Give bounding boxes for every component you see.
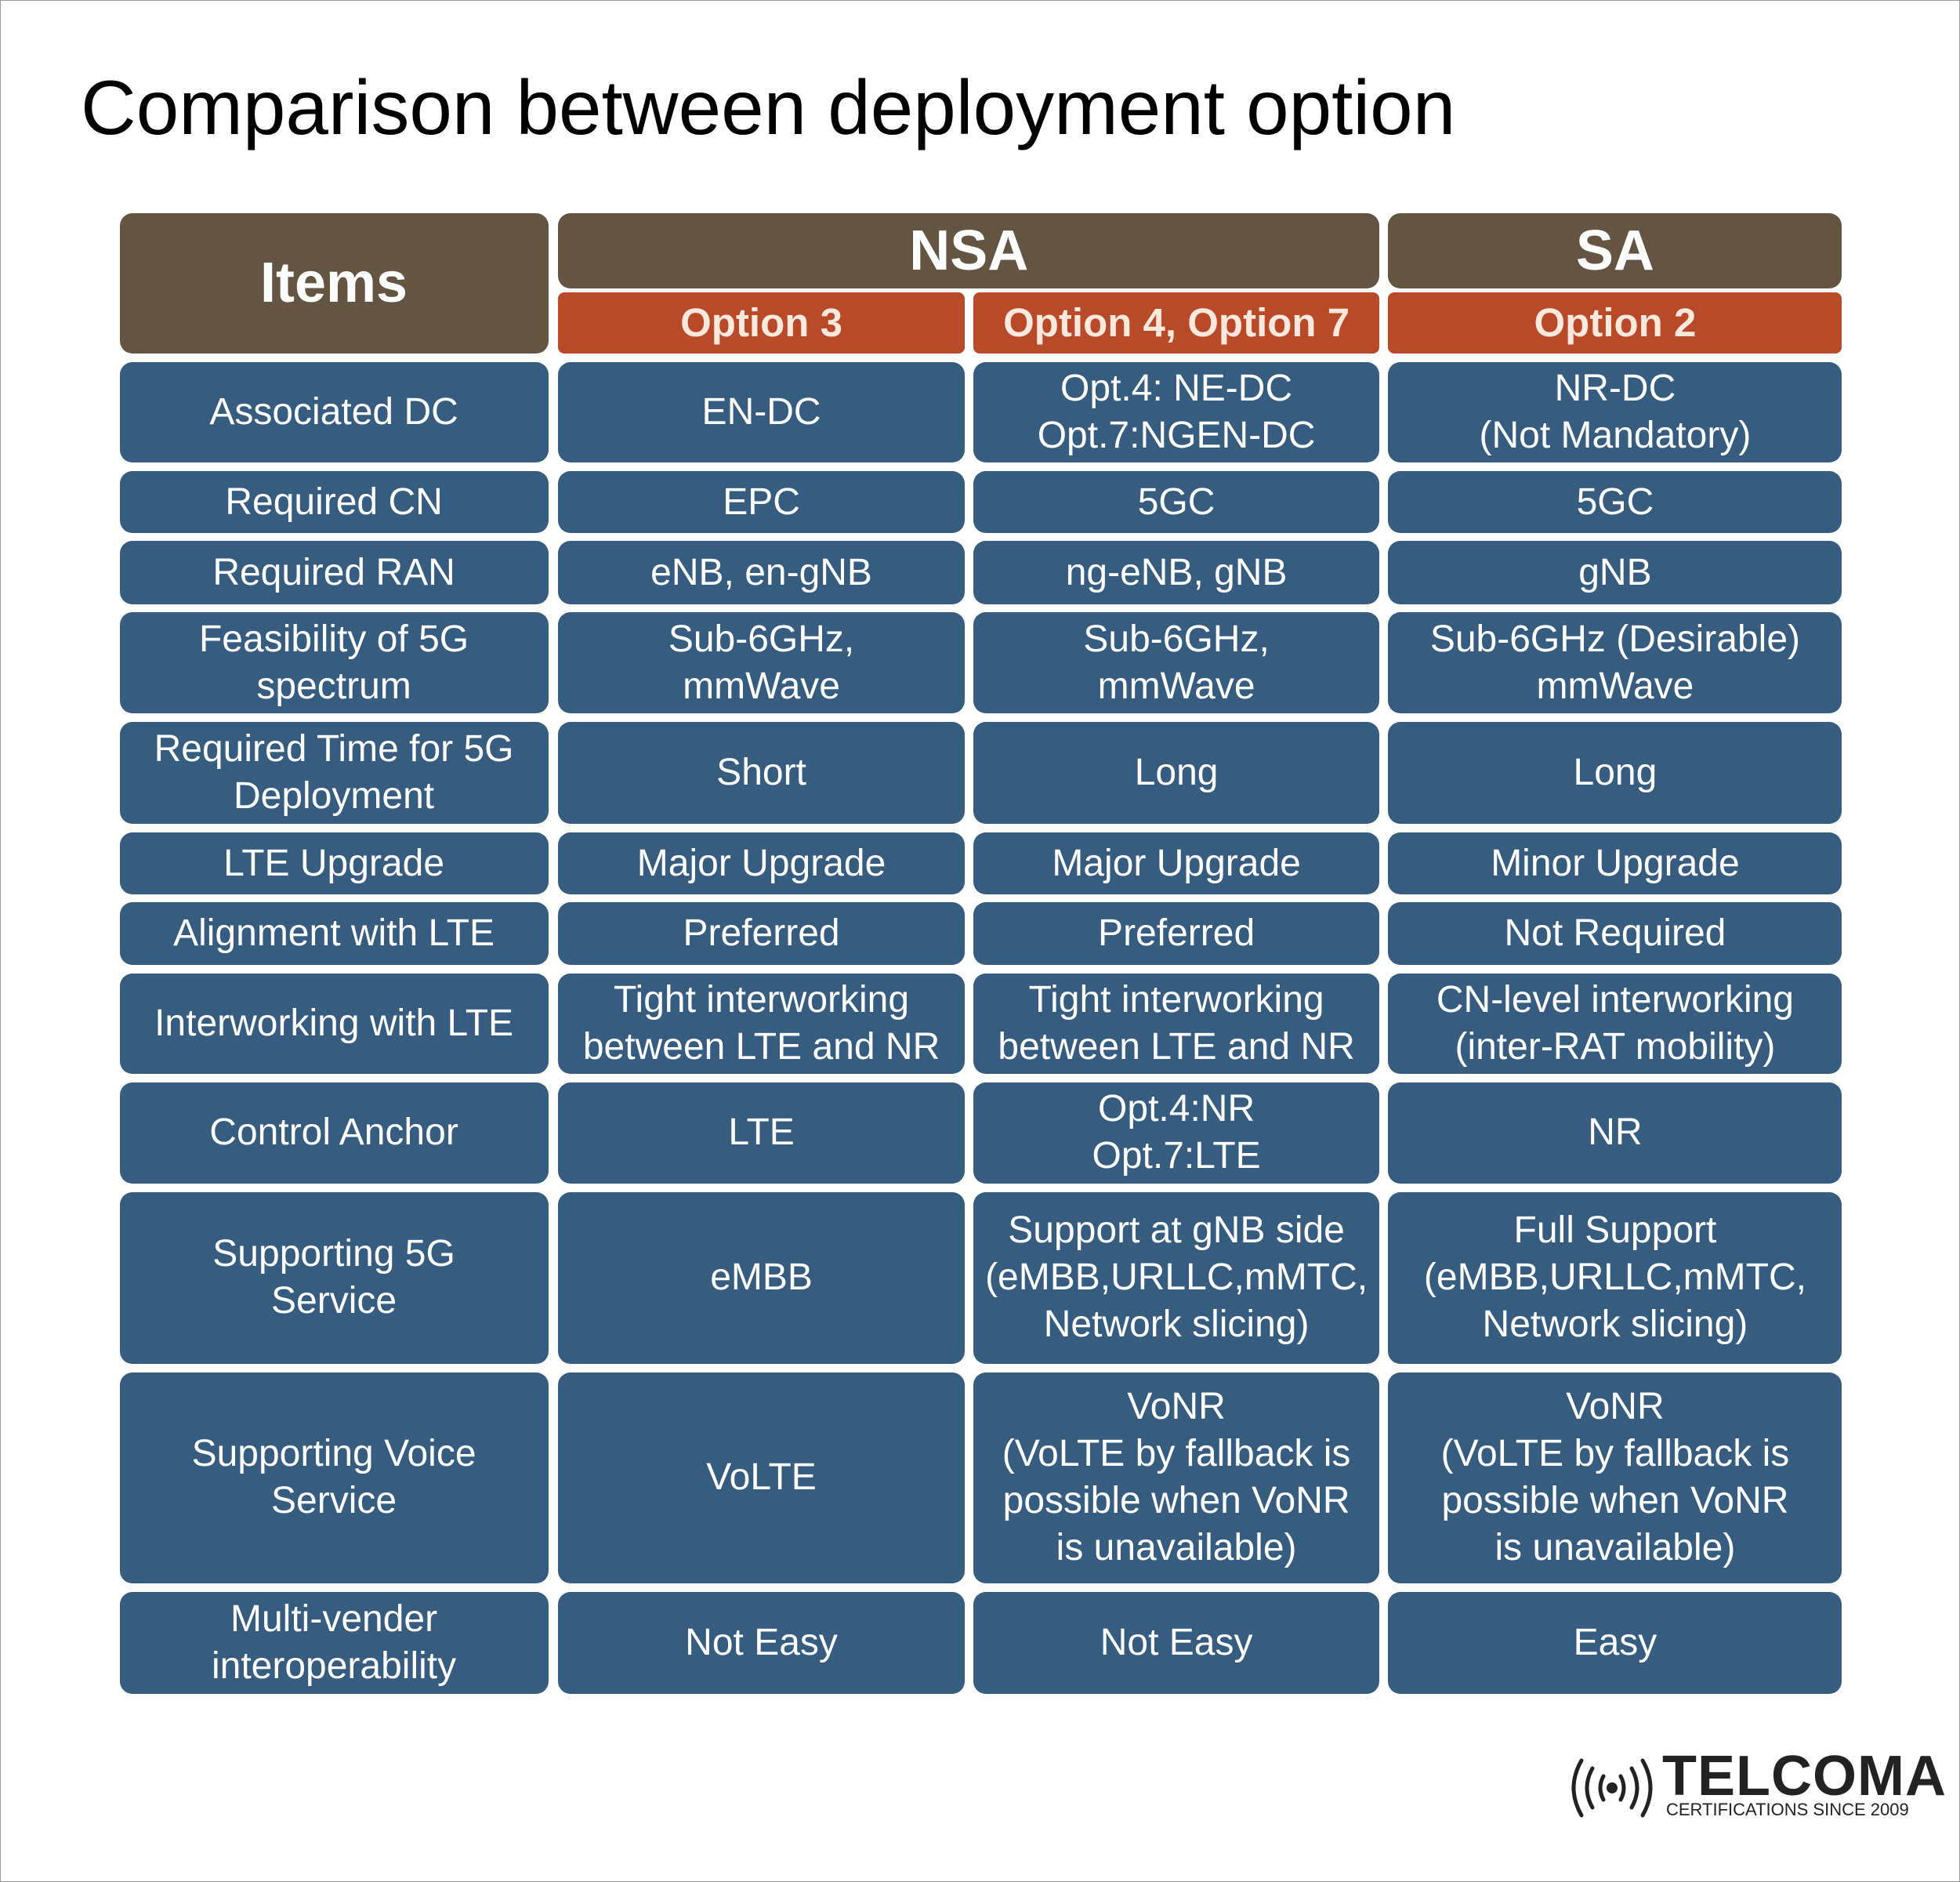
logo: TELCOMA CERTIFICATIONS SINCE 2009 xyxy=(1564,1745,1946,1823)
row-label: Supporting Voice Service xyxy=(119,1372,549,1584)
logo-tagline: CERTIFICATIONS SINCE 2009 xyxy=(1666,1800,1909,1819)
table-cell: CN-level interworking (inter-RAT mobilit… xyxy=(1388,973,1842,1074)
row-label: Interworking with LTE xyxy=(119,973,549,1074)
row-label: Feasibility of 5G spectrum xyxy=(119,611,549,714)
table-cell: Opt.4: NE-DC Opt.7:NGEN-DC xyxy=(973,361,1380,462)
table-cell: Support at gNB side (eMBB,URLLC,mMTC, Ne… xyxy=(973,1192,1380,1364)
table-cell: Not Required xyxy=(1388,901,1842,965)
row-label: Multi-vender interoperability xyxy=(119,1592,549,1694)
table-cell: Short xyxy=(558,722,965,824)
table-cell: NR-DC (Not Mandatory) xyxy=(1388,361,1842,462)
table-cell: Long xyxy=(973,722,1380,824)
table-cell: ng-eNB, gNB xyxy=(973,541,1380,605)
table-cell: gNB xyxy=(1388,541,1842,605)
row-label: Supporting 5G Service xyxy=(119,1192,549,1364)
table-cell: VoLTE xyxy=(558,1372,965,1584)
table-cell: Full Support (eMBB,URLLC,mMTC, Network s… xyxy=(1388,1192,1842,1364)
table-cell: Preferred xyxy=(973,901,1380,965)
row-label: Control Anchor xyxy=(119,1082,549,1184)
table-cell: LTE xyxy=(558,1082,965,1184)
option-header: Option 3 xyxy=(558,292,965,354)
table-cell: Long xyxy=(1388,722,1842,824)
table-cell: eNB, en-gNB xyxy=(558,541,965,605)
table-cell: Opt.4:NR Opt.7:LTE xyxy=(973,1082,1380,1184)
group-header: SA xyxy=(1388,213,1842,288)
row-label: Required RAN xyxy=(119,541,549,605)
table-cell: Easy xyxy=(1388,1592,1842,1694)
table-cell: EPC xyxy=(558,470,965,534)
table-cell: 5GC xyxy=(973,470,1380,534)
table-cell: Tight interworking between LTE and NR xyxy=(973,973,1380,1074)
row-label: Required Time for 5G Deployment xyxy=(119,722,549,824)
table-cell: VoNR (VoLTE by fallback is possible when… xyxy=(1388,1372,1842,1584)
table-cell: eMBB xyxy=(558,1192,965,1364)
items-header: Items xyxy=(119,213,549,354)
logo-name: TELCOMA xyxy=(1662,1745,1947,1808)
row-label: LTE Upgrade xyxy=(119,832,549,895)
table-cell: EN-DC xyxy=(558,361,965,462)
table-cell: Preferred xyxy=(558,901,965,965)
table-cell: NR xyxy=(1388,1082,1842,1184)
row-label: Required CN xyxy=(119,470,549,534)
row-label: Associated DC xyxy=(119,361,549,462)
table-cell: 5GC xyxy=(1388,470,1842,534)
table-cell: Major Upgrade xyxy=(558,832,965,895)
option-header: Option 4, Option 7 xyxy=(973,292,1380,354)
table-cell: Sub-6GHz, mmWave xyxy=(973,611,1380,714)
page-title: Comparison between deployment option xyxy=(81,64,1456,150)
table-cell: Sub-6GHz (Desirable) mmWave xyxy=(1388,611,1842,714)
table-cell: Sub-6GHz, mmWave xyxy=(558,611,965,714)
table-cell: Not Easy xyxy=(973,1592,1380,1694)
table-cell: Minor Upgrade xyxy=(1388,832,1842,895)
group-header: NSA xyxy=(558,213,1380,288)
table-cell: Tight interworking between LTE and NR xyxy=(558,973,965,1074)
option-header: Option 2 xyxy=(1388,292,1842,354)
table-cell: Not Easy xyxy=(558,1592,965,1694)
logo-icon xyxy=(1571,1758,1653,1818)
table-cell: Major Upgrade xyxy=(973,832,1380,895)
row-label: Alignment with LTE xyxy=(119,901,549,965)
table-cell: VoNR (VoLTE by fallback is possible when… xyxy=(973,1372,1380,1584)
